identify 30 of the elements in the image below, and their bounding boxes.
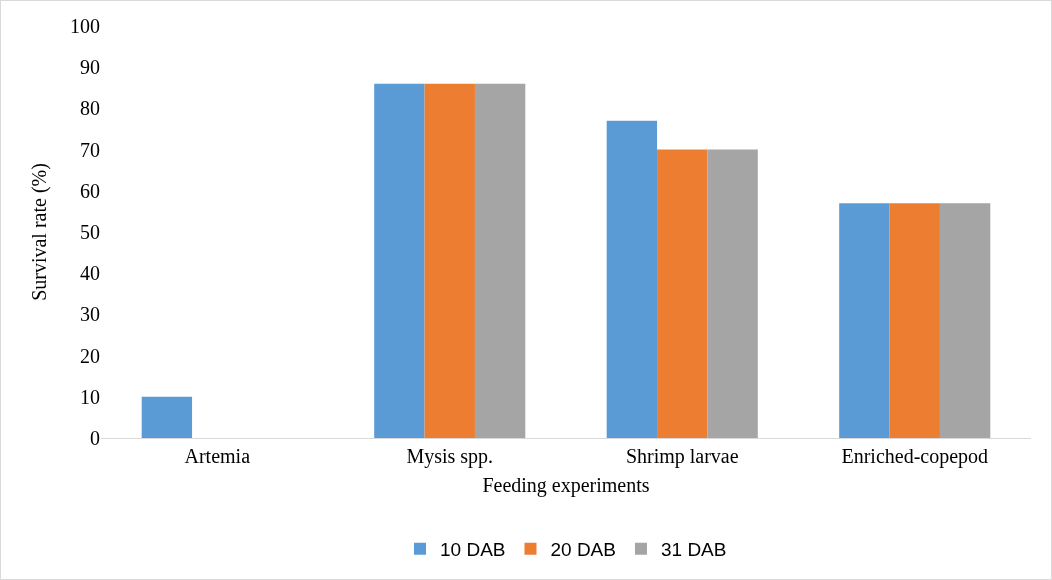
y-tick-label: 60 <box>80 179 100 202</box>
y-tick-label: 30 <box>80 303 100 326</box>
y-tick-label: 50 <box>80 221 100 243</box>
y-tick-label: 70 <box>80 138 100 161</box>
y-tick-label: 20 <box>80 344 100 367</box>
legend-label: 20 DAB <box>550 539 616 561</box>
bar <box>374 83 425 438</box>
bar <box>606 120 658 438</box>
bar <box>889 203 940 438</box>
bar <box>474 83 526 438</box>
bar <box>424 83 475 438</box>
x-axis-title: Feeding experiments <box>482 473 650 497</box>
y-tick-label: 90 <box>80 56 100 79</box>
bar <box>939 203 991 438</box>
x-tick-label: Shrimp larvae <box>625 445 739 468</box>
legend-label: 10 DAB <box>440 539 506 561</box>
y-tick-label: 40 <box>80 262 100 285</box>
x-tick-label: Enriched-copepod <box>841 445 989 468</box>
y-axis-title: Survival rate (%) <box>27 163 51 301</box>
bar <box>657 149 708 438</box>
x-tick-label: Artemia <box>184 445 251 467</box>
bar <box>839 203 890 438</box>
y-tick-label: 100 <box>70 15 100 37</box>
y-tick-label: 80 <box>80 97 100 120</box>
bar <box>707 149 758 438</box>
bar <box>141 396 193 438</box>
legend-label: 31 DAB <box>660 539 727 561</box>
x-tick-label: Mysis spp. <box>406 445 494 468</box>
y-tick-label: 10 <box>80 385 100 408</box>
y-tick-label: 0 <box>90 427 100 449</box>
